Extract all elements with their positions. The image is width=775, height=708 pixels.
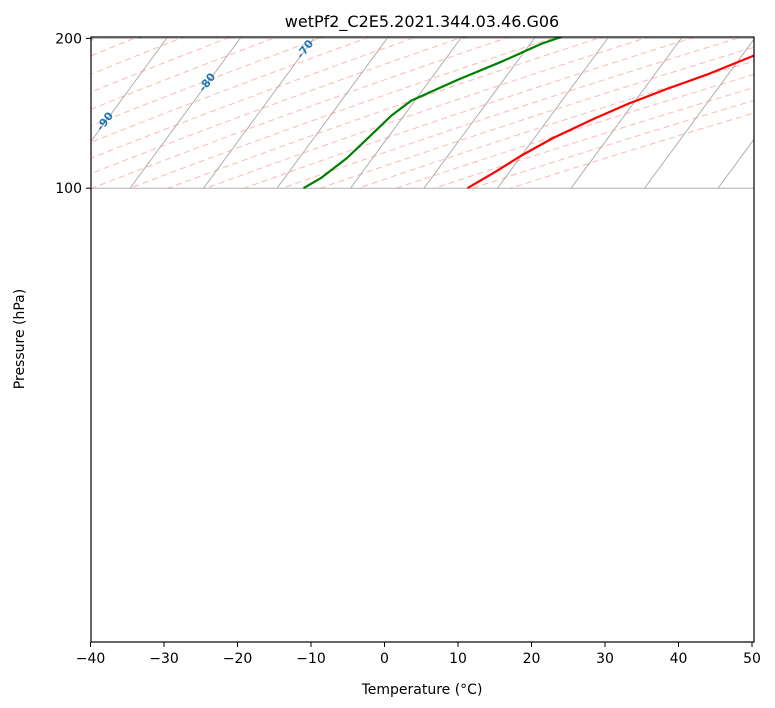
plot-background xyxy=(91,37,754,642)
x-tick-label: −30 xyxy=(149,651,179,667)
axes: −40−30−20−100102030405010020030040050060… xyxy=(55,31,761,667)
x-tick-label: 40 xyxy=(670,651,688,667)
isotherm-line xyxy=(570,37,683,189)
isotherm-line xyxy=(129,37,242,189)
isotherm-line xyxy=(0,0,63,188)
x-tick-label: 10 xyxy=(449,651,467,667)
x-tick-label: 0 xyxy=(380,651,389,667)
moist-adiabat xyxy=(729,37,734,39)
moist-adiabat xyxy=(647,37,653,39)
x-axis-label: Temperature (°C) xyxy=(361,682,483,698)
dewpoint-profile xyxy=(302,37,565,190)
x-tick-label: 30 xyxy=(596,651,614,667)
isotherm-line xyxy=(497,37,610,189)
plot-frame xyxy=(90,36,755,643)
isotherm-line xyxy=(350,37,463,189)
plot-area: 0.10.20.40.611.52346810131620253036-100-… xyxy=(0,0,755,643)
isotherm-line xyxy=(423,37,536,189)
x-tick-label: 50 xyxy=(743,651,761,667)
y-tick-label: 200 xyxy=(55,31,82,47)
y-axis-label: Pressure (hPa) xyxy=(12,289,28,389)
x-tick-label: −40 xyxy=(76,651,106,667)
chart-title: wetPf2_C2E5.2021.344.03.46.G06 xyxy=(285,12,559,32)
clipped-layer: 0.10.20.40.611.52346810131620253036-100-… xyxy=(0,0,754,190)
y-tick-label: 100 xyxy=(55,181,82,197)
temperature-profile xyxy=(466,54,754,190)
x-tick-label: −20 xyxy=(223,651,253,667)
isotherm-line xyxy=(91,37,169,143)
x-tick-label: −10 xyxy=(296,651,326,667)
isotherm-line xyxy=(203,37,316,189)
isotherm-line xyxy=(644,38,754,189)
isotherm-line xyxy=(276,37,389,189)
x-tick-label: 20 xyxy=(523,651,541,667)
moist-adiabat xyxy=(553,37,559,39)
isotherm-label: -100 xyxy=(0,148,14,178)
